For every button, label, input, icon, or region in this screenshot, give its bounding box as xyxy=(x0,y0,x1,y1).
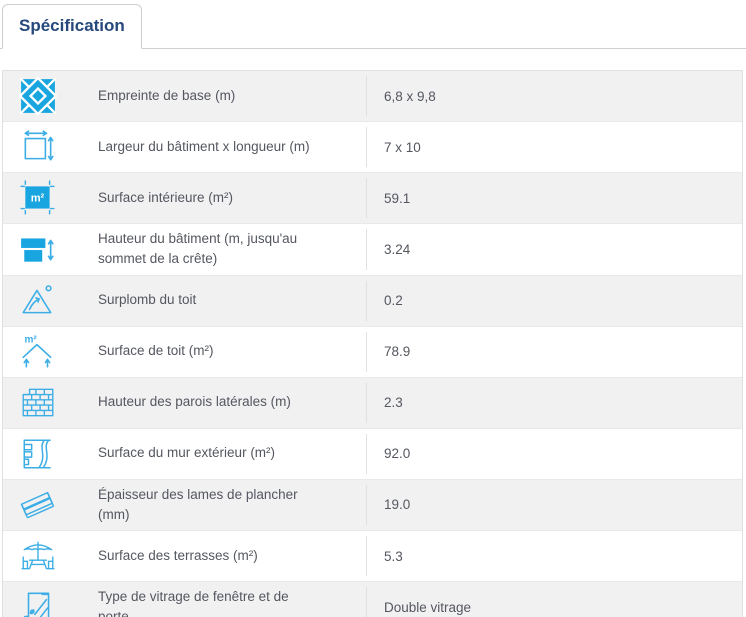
spec-label: Surplomb du toit xyxy=(98,292,197,308)
spec-label: Surface de toit (m²) xyxy=(98,343,214,359)
floor-footprint-icon xyxy=(18,76,58,116)
roof-area-icon: m² xyxy=(18,332,58,372)
spec-label: Type de vitrage de fenêtre et de porte xyxy=(98,589,289,617)
tab-specification-label: Spécification xyxy=(19,16,125,35)
spec-value: 6,8 x 9,8 xyxy=(384,88,436,104)
tab-specification[interactable]: Spécification xyxy=(2,4,142,49)
spec-value: 3.24 xyxy=(384,241,411,257)
table-row: Surface des terrasses (m²) 5.3 xyxy=(3,530,742,581)
spec-value: 7 x 10 xyxy=(384,139,421,155)
spec-table: Empreinte de base (m) 6,8 x 9,8 Largeur … xyxy=(2,70,743,617)
tab-bar: Spécification xyxy=(0,0,746,49)
svg-text:m²: m² xyxy=(24,334,37,345)
table-row: Hauteur des parois latérales (m) 2.3 xyxy=(3,376,742,428)
building-height-icon xyxy=(18,229,58,269)
spec-value: 59.1 xyxy=(384,190,411,206)
terrace-area-icon xyxy=(18,536,58,576)
exterior-wall-area-icon xyxy=(18,434,58,474)
table-row: Surface du mur extérieur (m²) 92.0 xyxy=(3,427,742,479)
table-row: Hauteur du bâtiment (m, jusqu'au sommet … xyxy=(3,223,742,275)
spec-label: Largeur du bâtiment x longueur (m) xyxy=(98,138,310,154)
table-row: Surplomb du toit 0.2 xyxy=(3,274,742,326)
side-wall-height-icon xyxy=(18,383,58,423)
spec-value: Double vitrage xyxy=(384,599,472,615)
spec-label: Surface des terrasses (m²) xyxy=(98,547,258,563)
table-row: Empreinte de base (m) 6,8 x 9,8 xyxy=(3,71,742,121)
glazing-type-icon xyxy=(18,587,58,617)
table-row: Largeur du bâtiment x longueur (m) 7 x 1… xyxy=(3,121,742,172)
table-row: Épaisseur des lames de plancher (mm) 19.… xyxy=(3,478,742,530)
svg-text:m²: m² xyxy=(31,193,45,205)
spec-label: Hauteur des parois latérales (m) xyxy=(98,394,291,410)
spec-value: 5.3 xyxy=(384,548,403,564)
width-length-icon xyxy=(18,127,58,167)
table-row: Type de vitrage de fenêtre et de porte D… xyxy=(3,581,742,617)
spec-value: 92.0 xyxy=(384,446,411,461)
spec-value: 78.9 xyxy=(384,344,411,359)
floor-board-thickness-icon xyxy=(18,485,58,525)
spec-label: Surface du mur extérieur (m²) xyxy=(98,445,276,461)
spec-value: 0.2 xyxy=(384,293,403,308)
interior-area-icon: m² xyxy=(18,178,58,218)
table-row: m² Surface de toit (m²) 78.9 xyxy=(3,325,742,377)
spec-label: Empreinte de base (m) xyxy=(98,87,236,103)
spec-label: Hauteur du bâtiment (m, jusqu'au sommet … xyxy=(98,231,298,267)
spec-value: 2.3 xyxy=(384,395,403,410)
spec-label: Épaisseur des lames de plancher (mm) xyxy=(98,486,298,522)
spec-value: 19.0 xyxy=(384,497,411,513)
table-row: m² Surface intérieure (m²) 59.1 xyxy=(3,172,742,223)
spec-label: Surface intérieure (m²) xyxy=(98,189,234,205)
roof-overhang-icon xyxy=(18,281,58,321)
